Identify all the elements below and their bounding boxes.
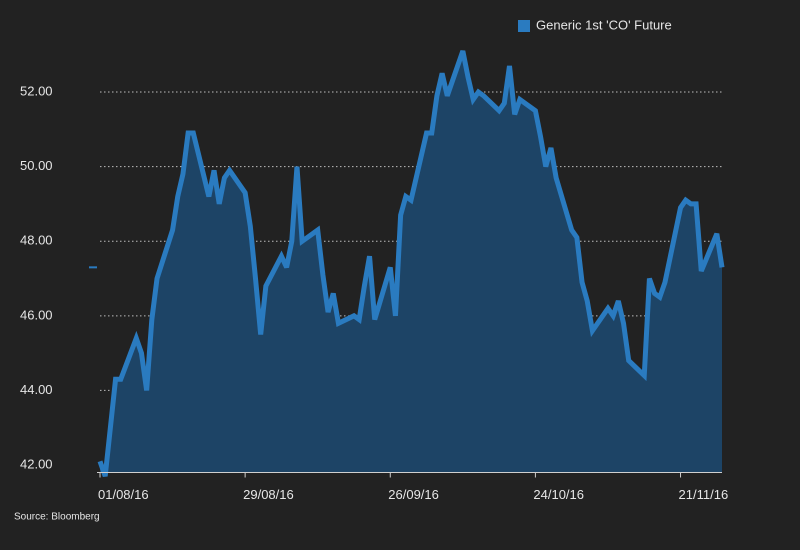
line <box>97 50 725 478</box>
y-tick-label: 42.00 <box>20 456 53 471</box>
x-tick-label: 24/10/16 <box>533 487 584 502</box>
x-tick-label: 29/08/16 <box>243 487 294 502</box>
x-tick-label: 26/09/16 <box>388 487 439 502</box>
area <box>100 50 722 477</box>
y-tick-label: 46.00 <box>20 307 53 322</box>
y-tick-label: 52.00 <box>20 83 53 98</box>
y-tick-label: 48.00 <box>20 233 53 248</box>
x-tick-label: 01/08/16 <box>98 487 149 502</box>
legend-swatch <box>518 20 530 32</box>
y-tick-label: 50.00 <box>20 158 53 173</box>
x-tick-label: 21/11/16 <box>679 487 729 502</box>
legend-label: Generic 1st 'CO' Future <box>536 17 672 32</box>
source-note: Source: Bloomberg <box>14 512 100 523</box>
y-tick-label: 44.00 <box>20 382 53 397</box>
